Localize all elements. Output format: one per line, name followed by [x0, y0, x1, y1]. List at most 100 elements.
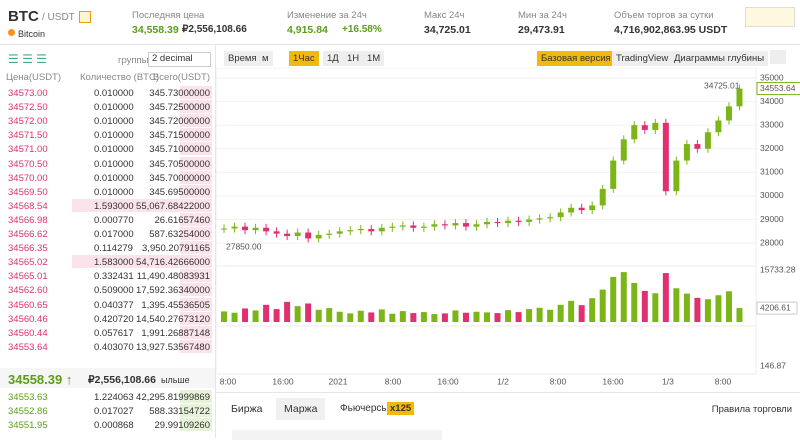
volume-bar [441, 313, 448, 322]
depth-bar [180, 184, 212, 198]
price: 34562.60 [8, 285, 48, 297]
total: 3,950.20791165 [142, 243, 210, 255]
tab[interactable]: Маржа [276, 398, 326, 420]
stat-sub: +16.58% [342, 24, 382, 35]
interval-btn[interactable]: 1Д [323, 51, 343, 66]
total: 345.70000000 [149, 172, 210, 184]
more-link[interactable]: ыльше [161, 375, 190, 385]
indicator-label: 146.87 [760, 360, 786, 370]
depth-bar [180, 241, 212, 255]
book-mode-icons[interactable]: ☰ ☰ ☰ [8, 52, 47, 66]
amount: 0.332431 [94, 271, 134, 283]
candle-body [399, 225, 406, 227]
volume-bar [431, 314, 438, 322]
view-btn[interactable]: Диаграммы глубины [670, 51, 769, 66]
candle-body [326, 233, 333, 235]
candle-body [357, 228, 364, 231]
candle-body [221, 228, 227, 230]
interval-btn[interactable]: 1М [363, 51, 385, 66]
candle-body [715, 120, 722, 133]
depth-bar [72, 255, 212, 269]
candle-body [263, 227, 270, 232]
indicator-pane [216, 325, 757, 375]
price: 34551.95 [8, 420, 48, 431]
amount: 0.509000 [94, 285, 134, 297]
depth-bar [180, 170, 212, 184]
stat-label: Мин за 24ч [518, 10, 567, 21]
total: 17,592.36340000 [136, 285, 210, 297]
price: 34566.35 [8, 243, 48, 255]
candle-body [336, 231, 343, 234]
fullscreen-btn[interactable] [770, 50, 786, 64]
symbol: BTC [8, 8, 39, 25]
tab[interactable]: Биржа [231, 403, 263, 415]
groups-select[interactable]: 2 decimal [148, 52, 211, 67]
candle-body [494, 221, 501, 224]
depth-bar [180, 142, 212, 156]
rules-link[interactable]: Правила торговли [711, 404, 792, 415]
mid-fiat: ₽2,556,108.66 [88, 374, 156, 386]
volume-bar [284, 301, 291, 322]
total: 345.72500000 [149, 102, 210, 114]
candle-body [683, 144, 690, 161]
candle-body [484, 221, 490, 225]
volume-bar [357, 310, 364, 322]
mid-row [0, 368, 215, 388]
volume-bar [673, 288, 680, 322]
total: 54,716.42666000 [136, 257, 210, 269]
fav-icon[interactable] [79, 11, 91, 23]
x-tick-label: 8:00 [220, 376, 237, 386]
candle-body [462, 223, 469, 227]
amount: 0.017000 [94, 229, 134, 240]
candle-body [284, 233, 291, 237]
volume-bar [389, 313, 396, 322]
amount: 1.583000 [94, 257, 134, 269]
low-annotation: 27850.00 [226, 241, 262, 251]
amount: 0.010000 [94, 116, 134, 128]
stat-label: Изменение за 24ч [287, 10, 367, 21]
candle-body [631, 125, 638, 140]
leverage-badge: x125 [387, 402, 415, 415]
interval-btn[interactable]: 1Н [343, 51, 364, 66]
volume-bar [315, 309, 322, 322]
amount: 0.010000 [94, 102, 134, 114]
volume-bar [610, 277, 617, 322]
order-type-tabs [232, 430, 442, 440]
tab[interactable]: Фьючерсы [340, 403, 389, 414]
volume-bar [515, 312, 522, 322]
volume-bar [505, 310, 512, 322]
depth-bar [180, 339, 212, 353]
total: 13,927.53567480 [136, 341, 210, 353]
amount: 0.000868 [94, 420, 134, 431]
volume-bar [368, 312, 375, 322]
depth-bar [180, 418, 212, 431]
depth-bar [180, 297, 212, 311]
interval-btn[interactable]: м [258, 51, 273, 66]
candle-body [568, 207, 575, 213]
last-price-tag [756, 82, 800, 96]
volume-bar [294, 306, 301, 322]
candle-body [599, 188, 606, 206]
volume-max-label: 15733.28 [760, 264, 796, 274]
stat-label: Последняя цена [132, 10, 205, 21]
total: 345.71000000 [149, 144, 210, 156]
interval-btn[interactable]: 1Час [289, 51, 319, 66]
view-btn[interactable]: Базовая версия [537, 51, 615, 66]
volume-bar [536, 307, 543, 322]
depth-bar [180, 390, 212, 403]
depth-bar [180, 283, 212, 297]
volume-bar [231, 312, 238, 322]
interval-btn[interactable]: Время [224, 51, 261, 66]
volume-bar [242, 308, 249, 322]
volume-bar [347, 313, 354, 322]
candle-body [526, 219, 533, 222]
price: 34570.00 [8, 172, 48, 184]
candle-body [662, 122, 669, 192]
x-tick-label: 1/3 [662, 376, 674, 386]
view-btn[interactable]: TradingView [612, 51, 673, 66]
volume-bar [273, 309, 280, 322]
stat-label: Объем торгов за сутки [614, 10, 714, 21]
theme-toggle[interactable] [745, 7, 795, 27]
candle-body [231, 226, 238, 229]
